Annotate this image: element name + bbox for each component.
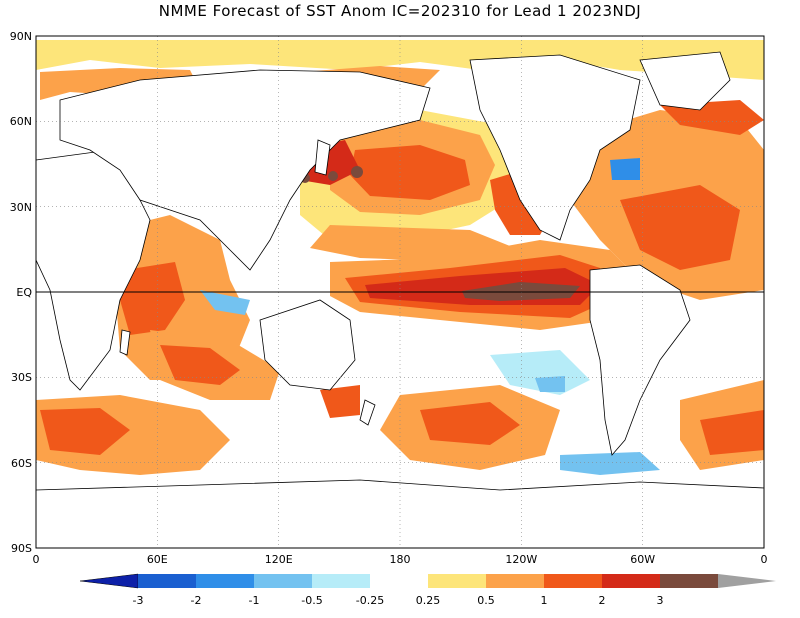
- south-pacific-cold: [535, 376, 565, 392]
- lat-label: 30N: [10, 201, 32, 214]
- colorbar-swatch: [486, 574, 544, 588]
- colorbar-swatch: [196, 574, 254, 588]
- lon-label: 180: [390, 553, 411, 566]
- lon-label: 60E: [147, 553, 168, 566]
- subtropical-pacific-band: [310, 225, 520, 262]
- tasman-warm: [320, 385, 360, 418]
- antarctica: [36, 479, 764, 548]
- southern-ocean-cold: [560, 452, 660, 475]
- colorbar-label: 0.5: [477, 594, 495, 607]
- colorbar-swatch: [138, 574, 196, 588]
- colorbar-label: 0.25: [416, 594, 441, 607]
- enso-extreme: [462, 282, 580, 301]
- madagascar: [119, 329, 131, 356]
- land-masses: [36, 51, 764, 548]
- australia: [259, 299, 356, 391]
- colorbar-label: -3: [133, 594, 144, 607]
- lon-label: 120E: [265, 553, 293, 566]
- south-indian-strong: [160, 345, 240, 385]
- colorbar-swatch: [254, 574, 312, 588]
- colorbar: -3 -2 -1 -0.5 -0.25 0.25 0.5 1 2 3: [79, 573, 776, 607]
- kuroshio-extreme-3: [351, 166, 363, 178]
- colorbar-label: 3: [657, 594, 664, 607]
- lat-label: 30S: [11, 371, 32, 384]
- anomaly-field: [36, 40, 764, 475]
- greenland: [639, 51, 731, 111]
- lon-label: 0: [761, 553, 768, 566]
- colorbar-swatch: [312, 574, 370, 588]
- colorbar-swatch: [660, 574, 718, 588]
- indian-ocean-strong: [120, 262, 185, 335]
- south-pacific-strong: [420, 402, 520, 445]
- longitude-labels: 0 60E 120E 180 120W 60W 0: [33, 553, 768, 566]
- colorbar-label: 1: [541, 594, 548, 607]
- colorbar-swatch: [428, 574, 486, 588]
- colorbar-label: -1: [249, 594, 260, 607]
- colorbar-label: -0.25: [356, 594, 384, 607]
- north-america: [469, 54, 641, 241]
- lat-label: 60S: [11, 457, 32, 470]
- map-title: NMME Forecast of SST Anom IC=202310 for …: [158, 2, 642, 20]
- lat-label: 90S: [11, 542, 32, 555]
- colorbar-label: 2: [599, 594, 606, 607]
- plot-frame: [35, 35, 765, 549]
- colorbar-arrow-low: [79, 573, 139, 589]
- new-zealand: [359, 399, 376, 426]
- japan: [314, 139, 331, 176]
- indonesia-cool: [200, 290, 250, 315]
- lon-label: 120W: [505, 553, 537, 566]
- north-atlantic-strong: [620, 185, 740, 270]
- colorbar-swatch: [370, 574, 428, 588]
- colorbar-label: -0.5: [301, 594, 322, 607]
- subpolar-atlantic-strong: [660, 100, 764, 135]
- colorbar-swatch: [602, 574, 660, 588]
- south-ocean-strong-1: [40, 408, 130, 455]
- lat-label: EQ: [16, 286, 32, 299]
- colorbar-arrow-high: [718, 574, 776, 588]
- lat-label: 60N: [10, 115, 32, 128]
- colorbar-label: -2: [191, 594, 202, 607]
- lat-label: 90N: [10, 30, 32, 43]
- south-america: [589, 264, 691, 456]
- south-atlantic-strong: [700, 410, 764, 455]
- gulf-stream-cold: [610, 158, 640, 180]
- lon-label: 0: [33, 553, 40, 566]
- eurasia: [59, 69, 431, 271]
- colorbar-swatch: [544, 574, 602, 588]
- kuroshio-extreme-2: [328, 171, 338, 181]
- latitude-labels: 90N 60N 30N EQ 30S 60S 90S: [10, 30, 33, 555]
- north-pacific-strong: [350, 145, 470, 200]
- lon-label: 60W: [630, 553, 655, 566]
